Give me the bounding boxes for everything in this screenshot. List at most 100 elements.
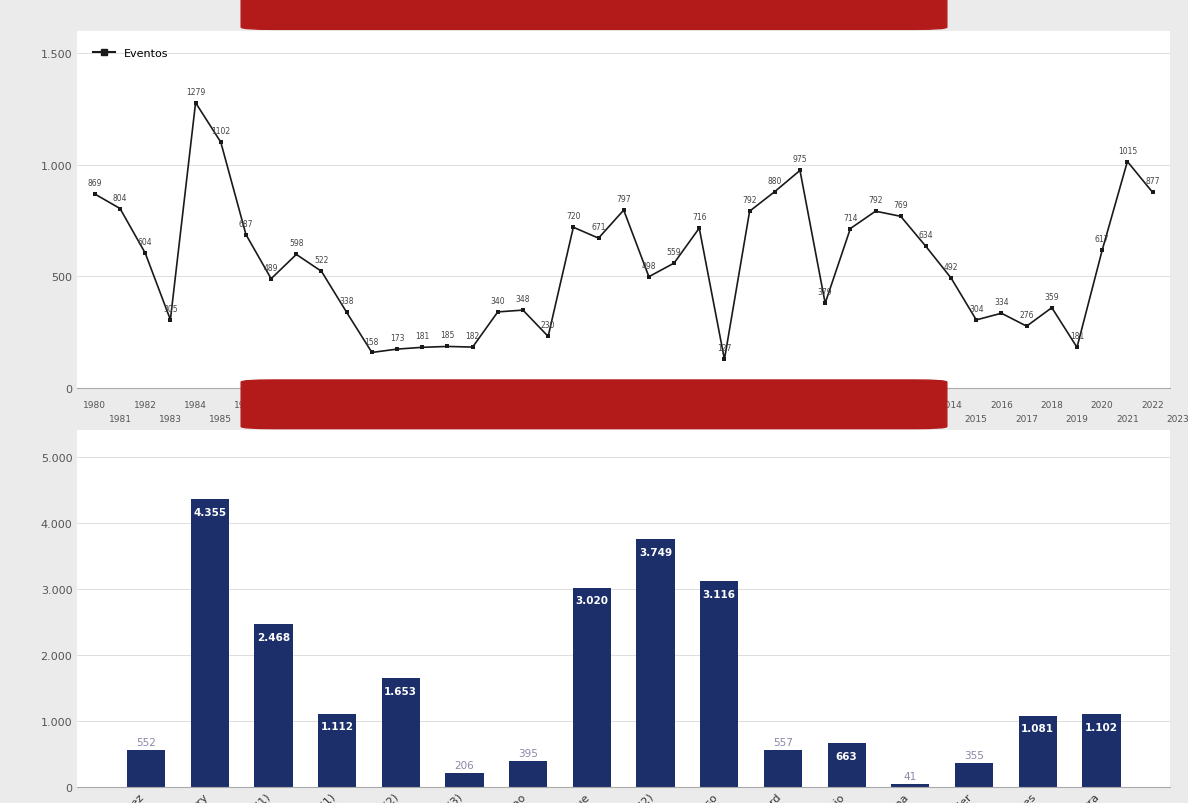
Legend: Eventos: Eventos (88, 45, 172, 63)
Text: 671: 671 (592, 223, 606, 232)
Text: 2002: 2002 (638, 401, 661, 410)
Text: 127: 127 (718, 344, 732, 353)
Bar (828, 744, 866, 787)
Text: 2.468: 2.468 (257, 632, 290, 642)
Bar (254, 624, 292, 787)
Bar (764, 750, 802, 787)
Text: 498: 498 (642, 262, 656, 271)
Text: 4.355: 4.355 (194, 507, 226, 518)
Text: 2004: 2004 (688, 401, 710, 410)
Text: 559: 559 (666, 248, 682, 257)
Text: 158: 158 (365, 337, 379, 346)
Text: 185: 185 (441, 331, 455, 340)
Text: 182: 182 (466, 332, 480, 340)
Text: 2010: 2010 (839, 401, 861, 410)
Text: 1985: 1985 (209, 414, 233, 423)
Text: 304: 304 (969, 304, 984, 314)
Bar (1018, 715, 1057, 787)
Text: 804: 804 (113, 194, 127, 202)
Text: 2001: 2001 (612, 414, 636, 423)
Text: 181: 181 (1070, 332, 1085, 341)
Text: 975: 975 (792, 155, 808, 165)
Text: 173: 173 (390, 334, 404, 343)
Text: 2007: 2007 (764, 414, 786, 423)
Text: 687: 687 (239, 219, 253, 228)
Text: 598: 598 (289, 239, 304, 248)
Text: 792: 792 (742, 196, 757, 205)
Text: 1981: 1981 (108, 414, 132, 423)
Bar (318, 714, 356, 787)
Text: 1.081: 1.081 (1022, 724, 1054, 734)
Text: 2013: 2013 (915, 414, 937, 423)
Text: 869: 869 (88, 179, 102, 188)
Bar (446, 773, 484, 787)
FancyBboxPatch shape (241, 381, 947, 429)
Text: 2014: 2014 (940, 401, 962, 410)
Bar (508, 761, 548, 787)
Text: 2021: 2021 (1116, 414, 1139, 423)
Text: 797: 797 (617, 195, 631, 204)
Text: 1990: 1990 (335, 401, 359, 410)
Text: 1987: 1987 (260, 414, 283, 423)
Text: 492: 492 (943, 263, 959, 271)
Text: 3.116: 3.116 (703, 589, 735, 599)
Text: 552: 552 (137, 737, 156, 748)
Text: 1984: 1984 (184, 401, 207, 410)
Text: 1.112: 1.112 (321, 722, 354, 732)
Text: 348: 348 (516, 295, 530, 304)
Text: 1102: 1102 (211, 127, 230, 136)
Text: 522: 522 (315, 256, 329, 265)
Text: 877: 877 (1145, 177, 1159, 186)
Text: 276: 276 (1019, 311, 1034, 320)
Text: 2016: 2016 (990, 401, 1013, 410)
Text: 1982: 1982 (134, 401, 157, 410)
Text: 334: 334 (994, 298, 1009, 307)
Text: 1994: 1994 (436, 401, 459, 410)
Text: Número de protestas según presidente: Número de protestas según presidente (410, 396, 778, 414)
Text: 355: 355 (965, 750, 984, 760)
Text: 2011: 2011 (864, 414, 887, 423)
Text: 1980: 1980 (83, 401, 107, 410)
Text: 2022: 2022 (1142, 401, 1164, 410)
Text: 181: 181 (415, 332, 429, 341)
Text: 720: 720 (567, 212, 581, 221)
FancyBboxPatch shape (241, 0, 947, 31)
Text: 2018: 2018 (1041, 401, 1063, 410)
Text: 379: 379 (817, 288, 833, 297)
Text: 2015: 2015 (965, 414, 987, 423)
Text: 1983: 1983 (159, 414, 182, 423)
Bar (1082, 715, 1120, 787)
Text: 880: 880 (767, 177, 782, 185)
Text: 1992: 1992 (386, 401, 409, 410)
Text: 2019: 2019 (1066, 414, 1088, 423)
Text: 395: 395 (518, 748, 538, 757)
Bar (381, 678, 419, 787)
Text: 634: 634 (918, 231, 934, 240)
Text: 1996: 1996 (486, 401, 510, 410)
Bar (573, 588, 611, 787)
Bar (891, 785, 929, 787)
Text: 3.020: 3.020 (575, 596, 608, 605)
Text: 2012: 2012 (890, 401, 912, 410)
Text: 2005: 2005 (713, 414, 735, 423)
Text: 359: 359 (1044, 292, 1060, 301)
Text: 206: 206 (455, 760, 474, 770)
Text: 1989: 1989 (310, 414, 333, 423)
Text: 617: 617 (1095, 235, 1110, 244)
Text: 716: 716 (691, 213, 707, 222)
Text: 305: 305 (163, 304, 178, 313)
Text: 1995: 1995 (461, 414, 484, 423)
Text: 1998: 1998 (537, 401, 560, 410)
Text: 230: 230 (541, 321, 556, 330)
Text: 2023: 2023 (1167, 414, 1188, 423)
Text: 1015: 1015 (1118, 146, 1137, 155)
Text: 604: 604 (138, 238, 152, 247)
Text: 1988: 1988 (285, 401, 308, 410)
Text: 2003: 2003 (663, 414, 685, 423)
Text: 338: 338 (340, 297, 354, 306)
Text: 1997: 1997 (512, 414, 535, 423)
Text: 557: 557 (773, 737, 792, 747)
Text: 2008: 2008 (789, 401, 811, 410)
Text: 1.653: 1.653 (384, 686, 417, 696)
Bar (700, 581, 739, 787)
